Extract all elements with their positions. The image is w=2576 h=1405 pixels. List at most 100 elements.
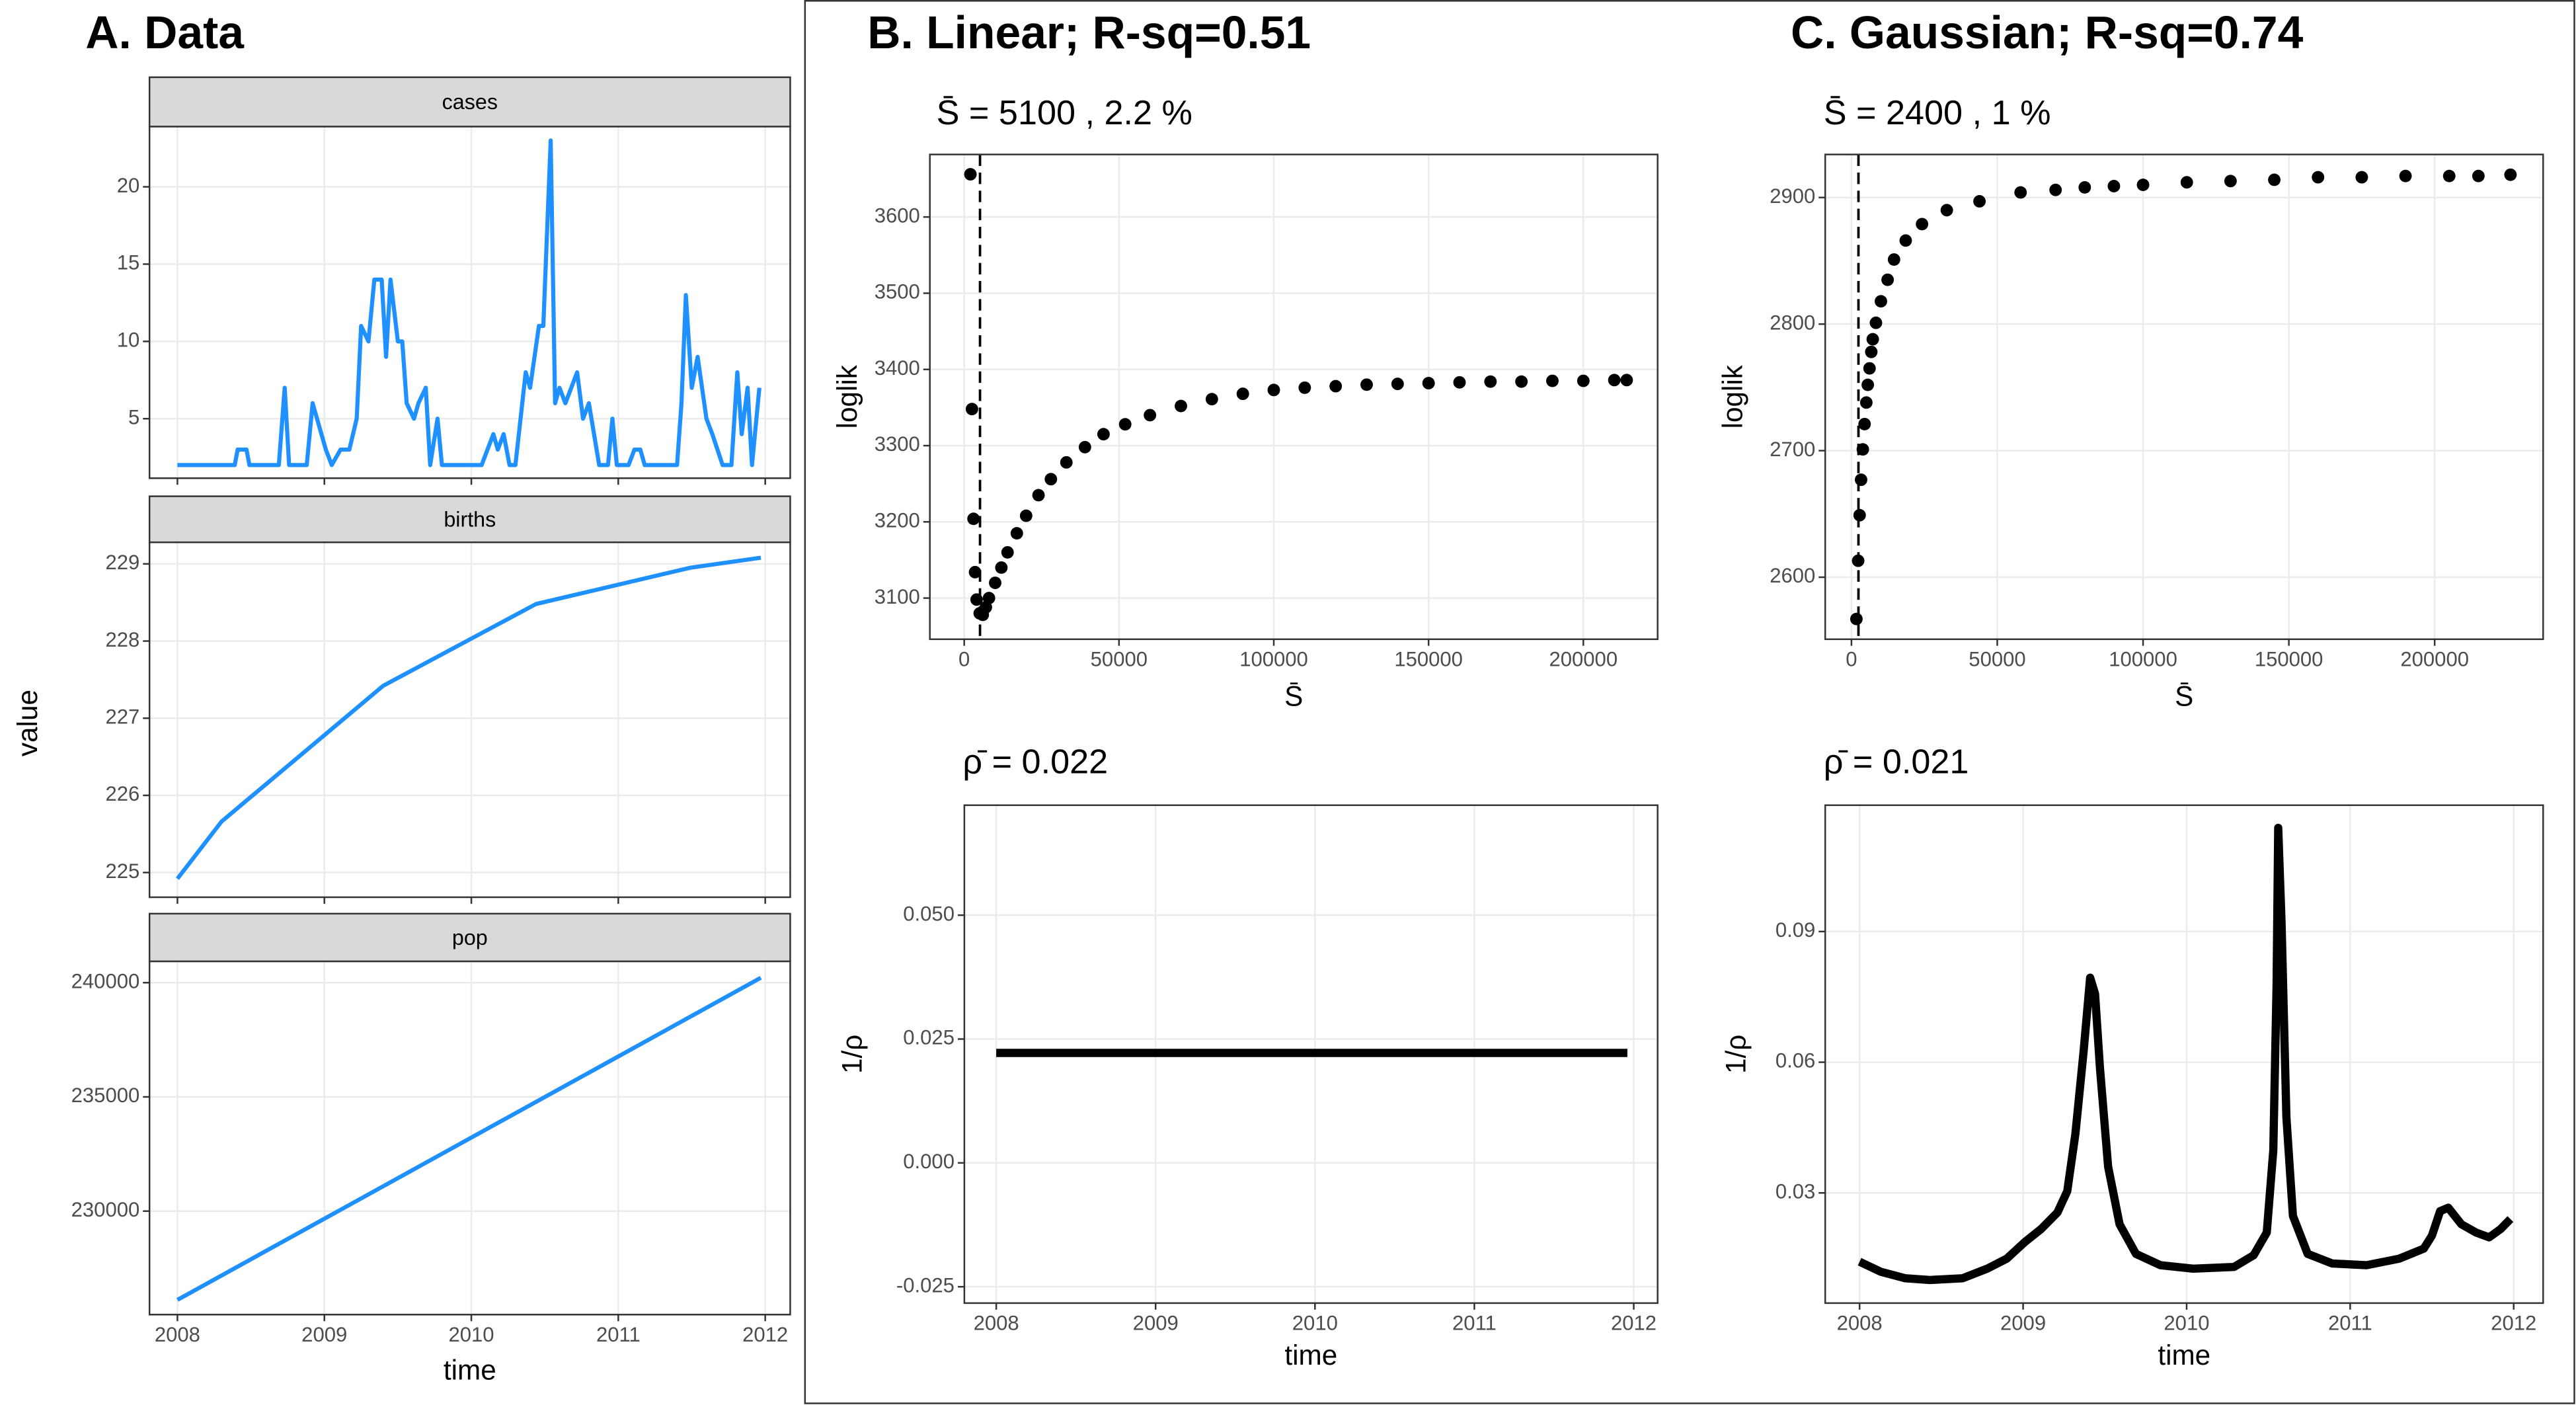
series-line xyxy=(1857,823,2514,1285)
y-tick-label: 3300 xyxy=(875,432,920,456)
subtitle: ρ̄ = 0.021 xyxy=(1824,743,1969,781)
x-tick-label: 150000 xyxy=(1394,647,1463,670)
y-axis-label: loglik xyxy=(1717,364,1748,428)
facet-label: cases xyxy=(442,90,498,114)
y-axis-label: loglik xyxy=(832,364,863,428)
facet-strip xyxy=(148,495,791,543)
y-tick-label: 3600 xyxy=(875,204,920,227)
x-tick-label: 50000 xyxy=(1969,647,2025,670)
series-line xyxy=(176,976,762,1302)
point xyxy=(1881,273,1894,286)
point xyxy=(1001,545,1014,559)
y-tick-label: 0.06 xyxy=(1776,1049,1815,1072)
subtitle: S̄ = 5100 , 2.2 % xyxy=(937,94,1192,132)
panel-border xyxy=(963,804,1659,1305)
y-tick-label: 3400 xyxy=(875,356,920,380)
point xyxy=(1899,234,1912,247)
y-tick-label: 15 xyxy=(117,251,140,274)
plot-area xyxy=(149,126,791,479)
x-axis-label: time xyxy=(444,1354,496,1385)
x-tick-label: 0 xyxy=(958,647,970,670)
plot-area xyxy=(1825,154,2544,639)
point xyxy=(1916,218,1929,231)
point xyxy=(989,577,1001,589)
panel-frame xyxy=(804,0,2575,1404)
point xyxy=(2049,183,2062,196)
y-tick-label: 3500 xyxy=(875,280,920,303)
y-tick-label: 20 xyxy=(117,174,140,197)
point xyxy=(1875,295,1887,308)
point xyxy=(982,592,995,605)
point xyxy=(2268,173,2281,186)
point xyxy=(970,593,983,606)
panel-border xyxy=(1824,153,2544,641)
x-tick-label: 2011 xyxy=(596,1323,641,1346)
y-tick-label: 2900 xyxy=(1770,184,1815,208)
point xyxy=(2312,171,2325,184)
point xyxy=(1853,508,1866,522)
point xyxy=(1010,527,1023,540)
x-axis-label: time xyxy=(2158,1340,2210,1371)
x-tick-label: 2012 xyxy=(1611,1311,1657,1334)
point xyxy=(1940,204,1953,217)
point xyxy=(1484,375,1497,388)
point xyxy=(1861,378,1875,391)
point xyxy=(1391,378,1404,391)
y-tick-label: 227 xyxy=(105,705,139,728)
point xyxy=(1620,374,1633,387)
point xyxy=(1856,443,1869,456)
y-tick-label: 0.09 xyxy=(1776,918,1815,942)
y-tick-label: 10 xyxy=(117,329,140,352)
y-tick-label: 3100 xyxy=(875,585,920,608)
point xyxy=(1019,509,1033,522)
x-tick-label: 2009 xyxy=(2000,1311,2046,1334)
point xyxy=(1866,333,1879,346)
panel-title: B. Linear; R-sq=0.51 xyxy=(867,7,1311,58)
x-tick-label: 2010 xyxy=(448,1323,494,1346)
y-axis-label: value xyxy=(12,690,43,756)
y-tick-label: 230000 xyxy=(71,1198,140,1221)
point xyxy=(1852,554,1865,567)
point xyxy=(964,168,977,181)
point xyxy=(1855,473,1867,487)
facet-strip xyxy=(148,76,791,128)
x-tick-label: 150000 xyxy=(2255,647,2323,670)
facet-strip xyxy=(148,912,791,963)
point xyxy=(1236,387,1249,401)
point xyxy=(1453,376,1466,389)
y-tick-label: -0.025 xyxy=(896,1273,955,1297)
point xyxy=(1422,377,1435,389)
point xyxy=(1865,345,1878,358)
point xyxy=(2180,176,2193,189)
y-tick-label: 5 xyxy=(128,405,139,428)
plot-area xyxy=(149,542,791,898)
point xyxy=(2472,169,2485,182)
x-axis-label: S̄ xyxy=(1284,680,1303,711)
x-tick-label: 0 xyxy=(1846,647,1857,670)
x-tick-label: 2012 xyxy=(2491,1311,2536,1334)
y-tick-label: 225 xyxy=(105,860,139,883)
plot-area xyxy=(929,154,1658,639)
point xyxy=(965,403,978,416)
y-axis-label: 1/ρ xyxy=(1721,1035,1752,1074)
x-tick-label: 2010 xyxy=(2164,1311,2209,1334)
y-tick-label: 2700 xyxy=(1770,438,1815,461)
x-tick-label: 2009 xyxy=(1133,1311,1179,1334)
point xyxy=(2224,175,2237,188)
point xyxy=(2399,169,2412,182)
y-tick-label: 0.03 xyxy=(1776,1180,1815,1203)
y-tick-label: 235000 xyxy=(71,1084,140,1107)
point xyxy=(2355,171,2368,184)
point xyxy=(1546,374,1559,387)
y-axis-label: 1/ρ xyxy=(837,1035,868,1074)
point xyxy=(2504,168,2517,181)
x-tick-label: 2008 xyxy=(155,1323,200,1346)
panel-border xyxy=(1824,804,2544,1305)
x-tick-label: 100000 xyxy=(1239,647,1308,670)
x-tick-label: 200000 xyxy=(1549,647,1618,670)
x-tick-label: 2011 xyxy=(1452,1311,1497,1334)
point xyxy=(1850,612,1863,625)
x-tick-label: 50000 xyxy=(1091,647,1148,670)
point xyxy=(1887,253,1900,266)
series-line xyxy=(175,555,761,880)
